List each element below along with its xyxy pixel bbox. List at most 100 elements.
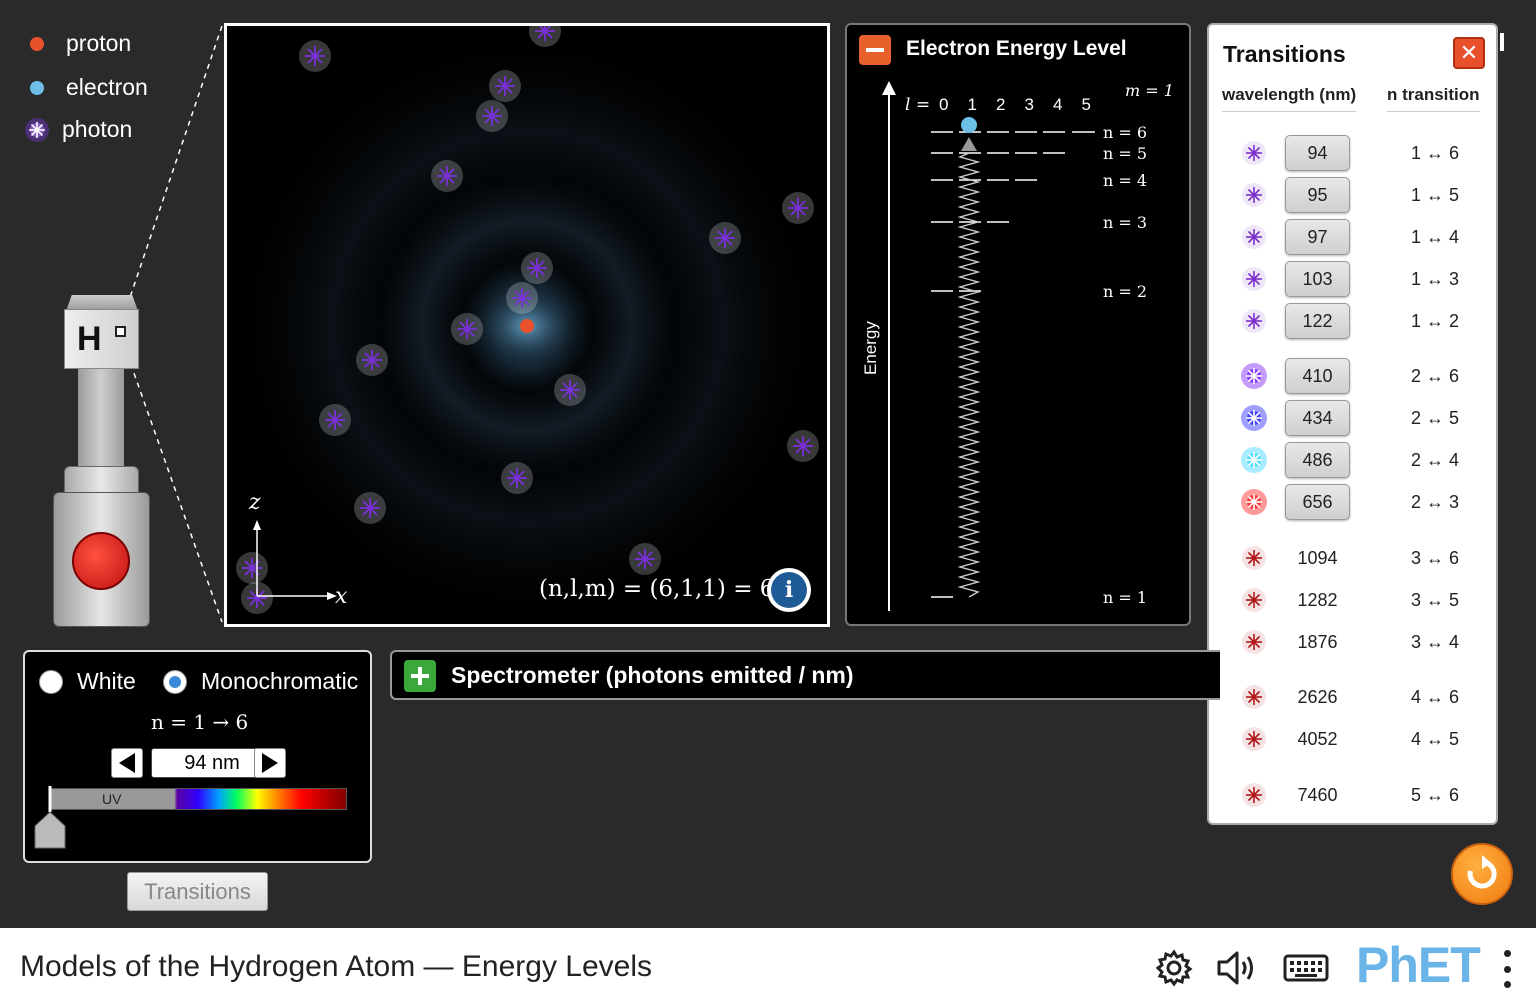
hydrogen-box: H: [64, 309, 139, 369]
wavelength-decrement-button[interactable]: [111, 748, 143, 778]
photon-color-icon: [1241, 447, 1267, 473]
minus-icon: [866, 48, 884, 52]
keyboard-icon[interactable]: [1283, 952, 1329, 984]
n-transition: 2 ↔ 6: [1410, 365, 1460, 386]
orbital-cloud: [227, 26, 827, 624]
right-arrow-icon: [262, 753, 278, 773]
l-value: 0: [939, 95, 949, 114]
wavelength-spectrum-slider[interactable]: UV: [49, 788, 347, 810]
wavelength-value: 97: [1307, 226, 1328, 247]
info-icon: i: [771, 572, 807, 608]
spectrometer-title: Spectrometer (photons emitted / nm): [451, 662, 854, 688]
level-n1: n = 1: [1103, 588, 1148, 607]
wavelength-value: 95: [1307, 184, 1328, 205]
wavelength-value: 656: [1302, 491, 1333, 512]
wavelength-button[interactable]: 94: [1285, 135, 1350, 171]
wavelength-button[interactable]: 97: [1285, 219, 1350, 255]
wavelength-button[interactable]: 95: [1285, 177, 1350, 213]
n-transition: 3 ↔ 6: [1410, 547, 1460, 568]
transition-row: 656 2 ↔ 3: [1209, 483, 1496, 521]
spectrometer-expand-button[interactable]: [404, 660, 436, 692]
col-transition-header: n transition: [1387, 85, 1480, 112]
axes: [253, 520, 337, 600]
axis-x-label: x: [335, 584, 348, 609]
spectrometer-panel: Spectrometer (photons emitted / nm): [390, 650, 1220, 700]
n-transition: 1 ↔ 6: [1410, 142, 1460, 163]
energy-collapse-button[interactable]: [859, 35, 891, 65]
wavelength-value: 103: [1302, 268, 1333, 289]
n-transition: 3 ↔ 4: [1410, 631, 1460, 652]
radio-mono-label: Monochromatic: [201, 668, 359, 694]
l-value: 3: [1024, 95, 1034, 114]
more-options-icon[interactable]: [1502, 950, 1512, 988]
photon-color-icon: [1242, 309, 1266, 333]
transition-row: 1876 3 ↔ 4: [1209, 623, 1496, 661]
photon: [299, 40, 331, 72]
legend-proton: proton: [30, 30, 131, 57]
wavelength-value: 94: [1307, 142, 1328, 163]
wavelength-increment-button[interactable]: [254, 748, 286, 778]
sound-icon[interactable]: [1215, 948, 1261, 988]
photon-color-icon: [1242, 630, 1266, 654]
plus-icon: [411, 667, 429, 685]
info-button[interactable]: i: [767, 568, 811, 612]
transitions-close-button[interactable]: ✕: [1453, 37, 1485, 69]
phet-logo[interactable]: PhET: [1356, 937, 1481, 993]
photon: [431, 160, 463, 192]
n-transition: 1 ↔ 2: [1410, 310, 1460, 331]
atom-view: z x (n,l,m) = (6,1,1) = 6p i: [224, 23, 830, 627]
wavelength-value-field[interactable]: 94 nm: [151, 748, 273, 778]
wavelength-button[interactable]: 434: [1285, 400, 1350, 436]
wavelength-value: 486: [1302, 449, 1333, 470]
transition-row: 94 1 ↔ 6: [1209, 134, 1496, 172]
level-n6: n = 6: [1103, 123, 1148, 142]
level-n3: n = 3: [1103, 213, 1148, 232]
photon: [236, 552, 268, 584]
transitions-title: Transitions: [1223, 41, 1346, 67]
reset-all-button[interactable]: [1451, 843, 1513, 905]
transition-row: 103 1 ↔ 3: [1209, 260, 1496, 298]
wavelength-button[interactable]: 103: [1285, 261, 1350, 297]
n-transition: 2 ↔ 4: [1410, 449, 1460, 470]
l-value: 5: [1081, 95, 1091, 114]
settings-gear-icon[interactable]: [1154, 948, 1194, 988]
radio-mono-circle[interactable]: [163, 669, 187, 694]
photon: [506, 282, 538, 314]
wavelength-value: 7460: [1297, 784, 1338, 805]
state-formula: (n,l,m) = (6,1,1) = 6p: [539, 576, 790, 602]
hydrogen-label: H: [77, 320, 102, 358]
level-n5: n = 5: [1103, 144, 1148, 163]
wavelength-button[interactable]: 410: [1285, 358, 1350, 394]
n-transition: 2 ↔ 3: [1410, 491, 1460, 512]
light-control-panel: White Monochromatic n = 1 → 6 94 nm UV: [23, 650, 372, 863]
photon-color-icon: [1242, 225, 1266, 249]
wavelength-button[interactable]: 486: [1285, 442, 1350, 478]
photon-color-icon: [1242, 783, 1266, 807]
wavelength-button[interactable]: 656: [1285, 484, 1350, 520]
wavelength-value: 94 nm: [184, 751, 240, 774]
transition-row: 4052 4 ↔ 5: [1209, 720, 1496, 758]
n-transition: 1 ↔ 4: [1410, 226, 1460, 247]
legend-photon-label: photon: [62, 116, 133, 142]
proton: [520, 319, 534, 333]
proton-icon: [30, 36, 44, 51]
transitions-button-label: Transitions: [144, 878, 251, 904]
wavelength-value: 122: [1302, 310, 1333, 331]
slider-thumb[interactable]: [33, 784, 67, 852]
radio-white-circle[interactable]: [39, 669, 63, 694]
light-on-button[interactable]: [72, 532, 130, 590]
n-transition: 2 ↔ 5: [1410, 407, 1460, 428]
wavelength-button[interactable]: 122: [1285, 303, 1350, 339]
axis-z-label: z: [249, 490, 261, 515]
transitions-button[interactable]: Transitions: [127, 872, 268, 911]
energy-panel-title: Electron Energy Level: [906, 37, 1127, 60]
radio-monochromatic[interactable]: Monochromatic: [163, 668, 358, 695]
radio-white[interactable]: White: [39, 668, 136, 695]
photon-color-icon: [1241, 405, 1267, 431]
legend-electron-label: electron: [66, 74, 148, 100]
level-n4: n = 4: [1103, 171, 1148, 190]
transition-row: 2626 4 ↔ 6: [1209, 678, 1496, 716]
reset-icon: [1467, 855, 1497, 889]
wavelength-value: 1876: [1297, 631, 1338, 652]
